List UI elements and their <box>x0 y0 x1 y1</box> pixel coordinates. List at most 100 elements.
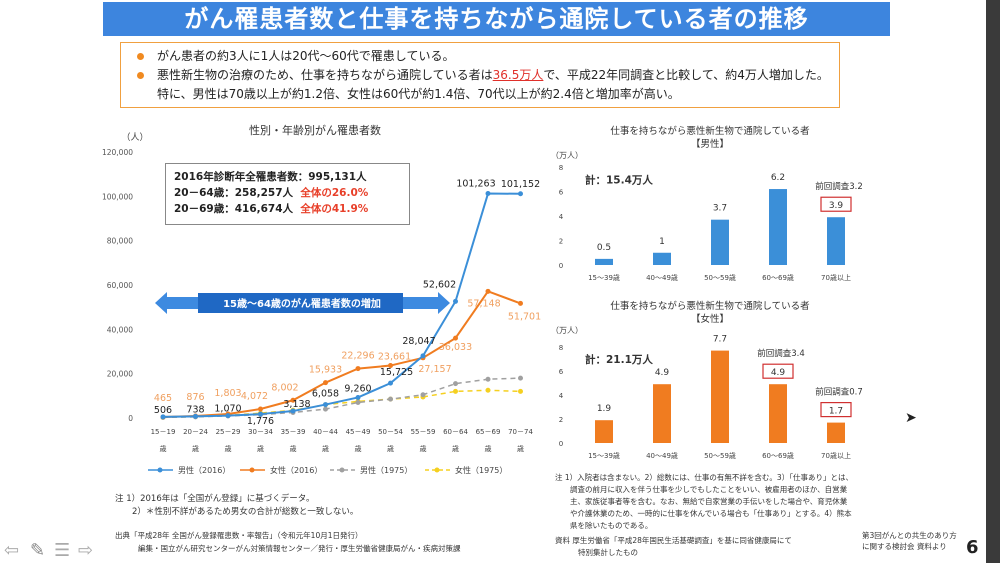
bar <box>595 258 613 265</box>
data-point <box>453 381 458 387</box>
total-patients: 2016年診断年全罹患者数：995,131人 <box>174 171 367 183</box>
data-point <box>323 402 328 408</box>
page-title: がん罹患者数と仕事を持ちながら通院している者の推移 <box>103 2 890 36</box>
y-axis-unit: （万人） <box>551 151 583 160</box>
series-line-4 <box>162 389 521 419</box>
data-label-female: 36,033 <box>439 342 472 353</box>
y-tick-label: 80,000 <box>107 237 133 246</box>
data-point <box>355 399 361 405</box>
data-point <box>453 298 458 304</box>
highlight-box <box>820 196 852 212</box>
data-point <box>453 335 458 341</box>
right-note-4: や介護休業のため、一時的に仕事を休んでいる場合も「仕事あり」とする。4）熊本 <box>570 509 852 518</box>
x-tick-suffix: 歳 <box>517 444 524 453</box>
data-point <box>323 380 328 386</box>
male-bar-chart: 仕事を持ちながら悪性新生物で通院している者【男性】 （万人） 計：15.4万人 0 2 4… <box>551 125 863 282</box>
bar-value-label: 1.7 <box>829 407 843 417</box>
right-note-2: 調査の前月に収入を伴う仕事を少しでもしたことをいい、被雇用者のほか、自営業 <box>570 485 848 494</box>
bar-chart-title: 仕事を持ちながら悪性新生物で通院している者 <box>610 300 809 312</box>
data-label-female: 51,701 <box>508 311 541 322</box>
x-tick-label: 55－59 <box>411 428 436 436</box>
female-bar-chart: 仕事を持ちながら悪性新生物で通院している者【女性】 （万人） 計：21.1万人 0 2 4… <box>551 300 863 460</box>
bar-value-label: 3.9 <box>829 201 844 211</box>
y-tick-label: 4 <box>559 213 564 221</box>
x-tick-label: 65－69 <box>476 428 501 436</box>
y-tick-label: 120,000 <box>102 148 133 157</box>
data-label-female: 8,002 <box>271 382 298 393</box>
data-point <box>160 414 166 420</box>
data-point <box>453 388 458 394</box>
series-line-2 <box>162 290 521 418</box>
data-label-female: 22,296 <box>341 351 374 362</box>
bar <box>769 384 787 443</box>
x-tick-suffix: 歳 <box>290 444 297 453</box>
series-line-1 <box>162 192 521 418</box>
y-tick-label: 20,000 <box>107 370 133 379</box>
data-point <box>323 406 328 412</box>
data-point <box>388 380 393 386</box>
data-point <box>420 353 426 359</box>
data-point <box>225 413 231 419</box>
left-source-1: 出典「平成28年 全国がん登録罹患数・率報告」（令和元年10月1日発行） <box>115 531 363 540</box>
bar-value-label: 7.7 <box>713 335 727 345</box>
x-tick-label: 15－19 <box>151 428 176 436</box>
left-source-2: 編集・国立がん研究センターがん対策情報センター／発行・厚生労働省健康局がん・疾病… <box>138 544 461 553</box>
highlight-value: 36.5万人 <box>492 68 544 82</box>
pen-icon[interactable]: ✎ <box>30 540 46 561</box>
age-20-69-share: 全体の41.9% <box>300 203 369 215</box>
x-tick-suffix: 歳 <box>322 444 329 453</box>
left-note-1: 注 1）2016年は「全国がん登録」に基づくデータ。 <box>115 494 315 504</box>
y-tick-label: 2 <box>559 416 563 424</box>
data-label-male: 28,047 <box>402 336 435 347</box>
mouse-cursor-icon: ➤ <box>905 410 917 426</box>
x-tick-suffix: 歳 <box>160 444 167 453</box>
data-point <box>355 366 361 372</box>
x-tick-suffix: 歳 <box>257 444 264 453</box>
bullet-2-text: 悪性新生物の治療のため、仕事を持ちながら通院している者は <box>157 68 493 82</box>
menu-icon[interactable]: ☰ <box>54 540 71 561</box>
page-number: 6 <box>966 537 979 558</box>
right-source-1: 資料 厚生労働省「平成28年国民生活基礎調査」を基に同省健康局にて <box>555 536 792 545</box>
highlight-box <box>762 363 794 379</box>
data-point <box>485 376 491 382</box>
summary-box: がん患者の約3人に1人は20代～60代で罹患している。 悪性新生物の治療のため、… <box>120 42 840 108</box>
x-tick-label: 50～59歳 <box>704 451 736 460</box>
x-tick-label: 50－54 <box>378 428 403 436</box>
data-label-male: 1,776 <box>247 416 274 427</box>
legend-marker <box>157 467 163 473</box>
data-point <box>290 397 296 403</box>
increase-arrow: 15歳～64歳のがん罹患者数の増加 <box>155 292 450 314</box>
data-point <box>388 363 393 369</box>
y-tick-label: 6 <box>559 189 564 197</box>
next-slide-icon[interactable]: ⇨ <box>78 540 94 561</box>
age-20-64-share: 全体の26.0% <box>300 187 369 199</box>
right-note-3: 主、家族従事者等を含む。なお、無給で自家営業の手伝いをした場合や、育児休業 <box>570 497 848 506</box>
data-point <box>258 411 263 417</box>
x-tick-suffix: 歳 <box>225 444 232 453</box>
data-label-male: 9,260 <box>344 383 371 394</box>
line-chart-title: 性別・年齢別がん罹患者数 <box>249 123 381 137</box>
legend-label: 女性（2016） <box>270 465 322 475</box>
previous-survey-label: 前回調査0.7 <box>815 387 863 398</box>
data-label-female: 57,148 <box>467 298 500 309</box>
prev-slide-icon[interactable]: ⇦ <box>4 540 20 561</box>
x-tick-suffix: 歳 <box>355 444 362 453</box>
x-tick-label: 60～69歳 <box>762 451 794 460</box>
right-note-5: 県を除いたものである。 <box>570 521 653 530</box>
y-tick-label: 8 <box>559 344 563 352</box>
previous-survey-label: 前回調査3.2 <box>815 181 863 192</box>
x-tick-suffix: 歳 <box>452 444 459 453</box>
data-label-male: 101,263 <box>456 179 495 190</box>
data-point <box>290 408 296 414</box>
bar <box>769 189 787 265</box>
bar <box>711 219 729 265</box>
x-tick-label: 45－49 <box>346 428 371 436</box>
x-tick-label: 15～39歳 <box>588 273 620 282</box>
x-tick-label: 35－39 <box>281 428 306 436</box>
bar <box>595 420 613 443</box>
data-point <box>193 413 198 419</box>
bar <box>653 384 671 443</box>
x-tick-label: 70歳以上 <box>821 451 851 460</box>
previous-survey-label: 前回調査3.4 <box>757 348 805 359</box>
bar <box>653 252 671 265</box>
